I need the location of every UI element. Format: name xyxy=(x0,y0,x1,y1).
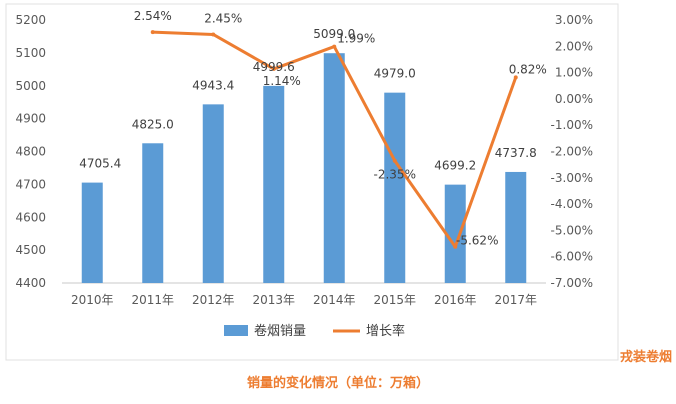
line-data-label: 2.54% xyxy=(134,9,172,23)
right-tick-label: -7.00% xyxy=(551,276,593,290)
left-tick-label: 4600 xyxy=(15,210,46,224)
right-axis: 3.00% 2.00% 1.00% 0.00% -1.00% -2.00% -3.00% -4… xyxy=(551,13,593,290)
bar-data-label: 4699.2 xyxy=(434,159,476,173)
left-tick-label: 5000 xyxy=(15,79,46,93)
right-tick-label: -5.00% xyxy=(551,223,593,237)
line-data-label: 2.45% xyxy=(204,11,242,25)
right-tick-label: -6.00% xyxy=(551,250,593,264)
line-point xyxy=(150,30,155,35)
bar-data-label: 4943.4 xyxy=(192,78,234,92)
right-tick-label: 0.00% xyxy=(555,92,593,106)
bar-data-label: 4999.6 xyxy=(253,60,295,74)
x-tick-label: 2013年 xyxy=(252,293,295,307)
x-tick-label: 2011年 xyxy=(131,293,174,307)
x-tick-label: 2017年 xyxy=(494,293,537,307)
x-axis: 2010年 2011年 2012年 2013年 2014年 2015年 2016年 2017年 xyxy=(71,293,537,307)
line-point xyxy=(513,75,518,80)
right-tick-label: 1.00% xyxy=(555,66,593,80)
bar-series xyxy=(81,53,527,284)
left-tick-label: 5200 xyxy=(15,13,46,27)
bar xyxy=(323,53,345,283)
line-point xyxy=(271,66,276,71)
bar-data-labels: 4705.4 4825.0 4943.4 4999.6 5099.0 4979.0 4699… xyxy=(79,27,537,172)
x-tick-label: 2012年 xyxy=(192,293,235,307)
left-tick-label: 4900 xyxy=(15,112,46,126)
bar xyxy=(81,182,103,283)
right-tick-label: 2.00% xyxy=(555,39,593,53)
line-point xyxy=(211,32,216,37)
right-tick-label: 3.00% xyxy=(555,13,593,27)
left-tick-label: 4500 xyxy=(15,243,46,257)
x-tick-label: 2010年 xyxy=(71,293,114,307)
line-data-label: 1.99% xyxy=(337,32,375,46)
line-series xyxy=(150,30,518,249)
left-tick-label: 4700 xyxy=(15,177,46,191)
x-tick-label: 2014年 xyxy=(313,293,356,307)
x-tick-label: 2016年 xyxy=(434,293,477,307)
line-point xyxy=(392,158,397,163)
right-tick-label: -2.00% xyxy=(551,145,593,159)
right-tick-label: -1.00% xyxy=(551,118,593,132)
right-tick-label: -3.00% xyxy=(551,171,593,185)
bar xyxy=(384,92,406,283)
chart-frame xyxy=(5,3,619,361)
bar xyxy=(505,171,527,283)
line-data-label: -2.35% xyxy=(374,168,416,182)
bar xyxy=(263,85,285,283)
bar xyxy=(142,143,164,283)
bar-data-label: 5099.0 xyxy=(313,27,355,41)
bar-data-label: 4825.0 xyxy=(132,117,174,131)
line-data-labels: 2.54% 2.45% 1.14% 1.99% -2.35% -5.62% 0.82% xyxy=(134,9,547,248)
chart-caption: 销量的变化情况（单位：万箱） xyxy=(246,376,429,391)
line-data-label: 0.82% xyxy=(509,62,547,76)
watermark-text: 戎装卷烟 xyxy=(619,350,672,365)
line-data-label: 1.14% xyxy=(263,74,301,88)
bar-data-label: 4737.8 xyxy=(495,146,537,160)
legend-label-line: 增长率 xyxy=(366,323,405,339)
right-tick-label: -4.00% xyxy=(551,197,593,211)
bar-data-label: 4705.4 xyxy=(79,157,121,171)
bar xyxy=(202,104,224,284)
left-tick-label: 4400 xyxy=(15,276,46,290)
line-point xyxy=(332,44,337,49)
bar xyxy=(444,184,466,283)
bar-data-label: 4979.0 xyxy=(374,67,416,81)
legend: 卷烟销量 增长率 xyxy=(224,323,405,339)
x-tick-label: 2015年 xyxy=(373,293,416,307)
legend-swatch-bar xyxy=(224,325,248,336)
left-tick-label: 4800 xyxy=(15,145,46,159)
line-data-label: -5.62% xyxy=(456,234,498,248)
legend-label-bar: 卷烟销量 xyxy=(254,323,306,339)
line-point xyxy=(453,244,458,249)
left-axis: 4400 4500 4600 4700 4800 4900 5000 5100 5200 xyxy=(15,13,46,290)
left-tick-label: 5100 xyxy=(15,46,46,60)
